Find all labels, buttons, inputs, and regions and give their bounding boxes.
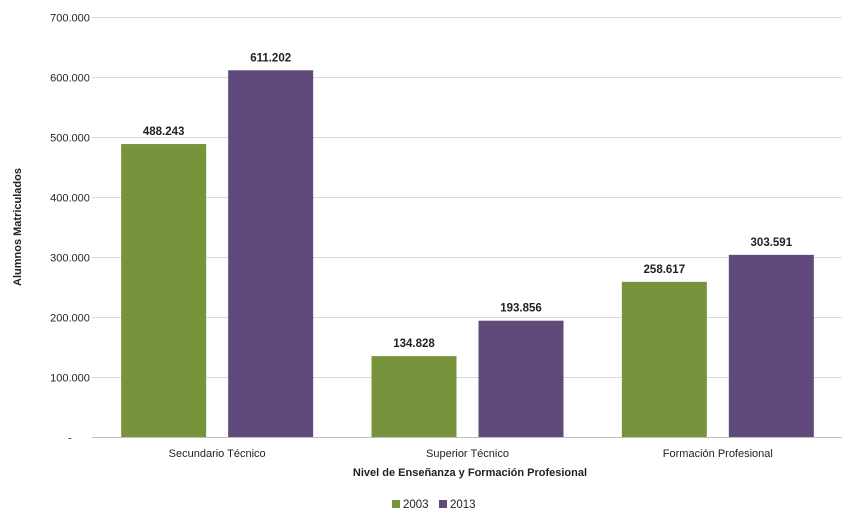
legend-label: 2013 xyxy=(450,499,476,511)
legend-label: 2003 xyxy=(403,499,429,511)
x-tick-label: Secundario Técnico xyxy=(169,448,266,460)
bar xyxy=(478,320,564,437)
data-label: 303.591 xyxy=(751,237,793,249)
data-label: 258.617 xyxy=(644,264,686,276)
bar xyxy=(728,254,814,437)
legend: 2003 2013 xyxy=(392,499,476,511)
bar xyxy=(371,356,457,437)
x-tick-label: Formación Profesional xyxy=(663,448,773,460)
y-tick-label: 100.000 xyxy=(50,373,90,385)
y-axis-ticks: - 100.000 200.000 300.000 400.000 500.000 600.… xyxy=(50,13,90,445)
y-tick-label: 500.000 xyxy=(50,133,90,145)
legend-swatch xyxy=(392,500,400,508)
bar xyxy=(228,70,314,437)
y-axis-title: Alumnos Matriculados xyxy=(12,168,24,286)
x-axis-categories: Secundario Técnico Superior Técnico Formac… xyxy=(169,448,773,460)
y-tick-label: 300.000 xyxy=(50,253,90,265)
data-label: 193.856 xyxy=(500,303,542,315)
legend-swatch xyxy=(439,500,447,508)
y-tick-label: 200.000 xyxy=(50,313,90,325)
y-tick-label: - xyxy=(68,433,72,445)
bar xyxy=(621,281,707,437)
y-tick-label: 700.000 xyxy=(50,13,90,25)
grid-lines xyxy=(92,17,842,438)
data-label: 134.828 xyxy=(393,338,435,350)
x-tick-label: Superior Técnico xyxy=(426,448,509,460)
bar xyxy=(121,144,207,437)
data-labels: 488.243 611.202 134.828 193.856 258.617 303.5… xyxy=(143,52,793,350)
y-tick-label: 600.000 xyxy=(50,73,90,85)
y-tick-label: 400.000 xyxy=(50,193,90,205)
bars xyxy=(121,70,814,437)
x-axis-title: Nivel de Enseñanza y Formación Profesion… xyxy=(353,467,587,479)
data-label: 611.202 xyxy=(250,52,291,64)
data-label: 488.243 xyxy=(143,126,185,138)
